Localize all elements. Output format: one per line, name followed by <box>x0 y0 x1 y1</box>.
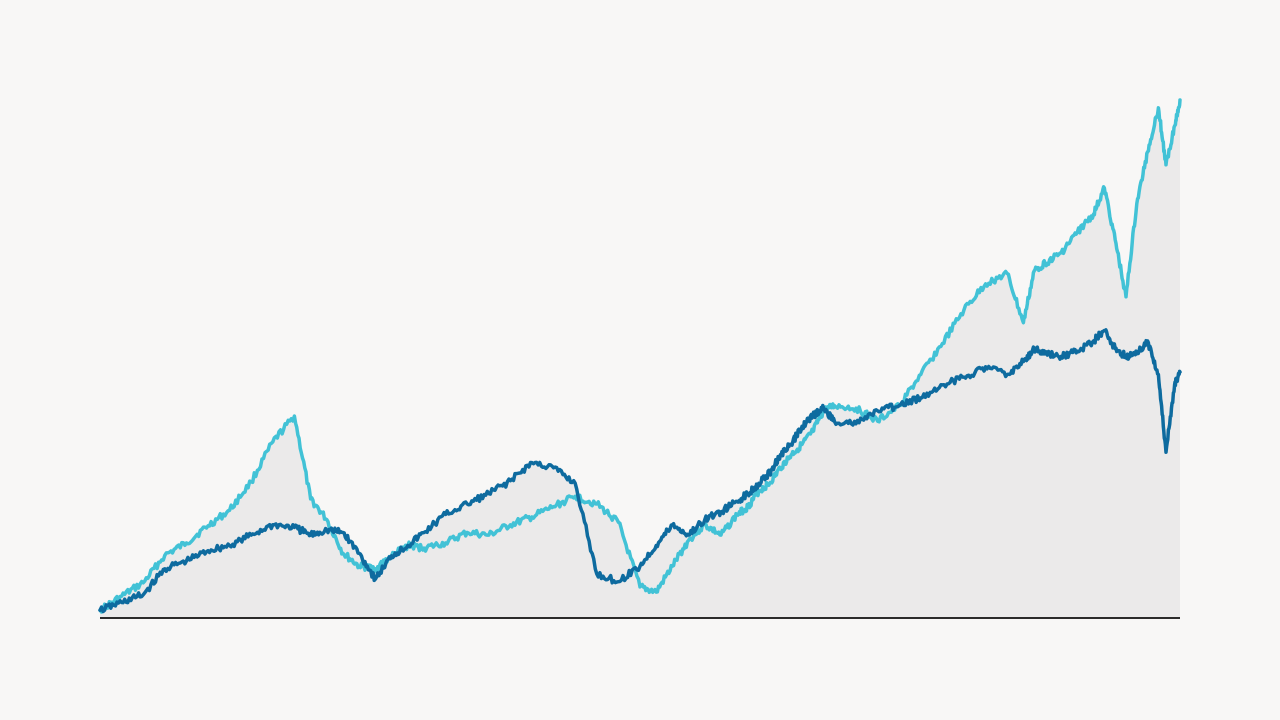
series-line-2 <box>98 328 1182 614</box>
series-line-1 <box>98 98 1182 614</box>
shaded-area <box>100 100 1180 618</box>
series-group <box>98 98 1182 614</box>
